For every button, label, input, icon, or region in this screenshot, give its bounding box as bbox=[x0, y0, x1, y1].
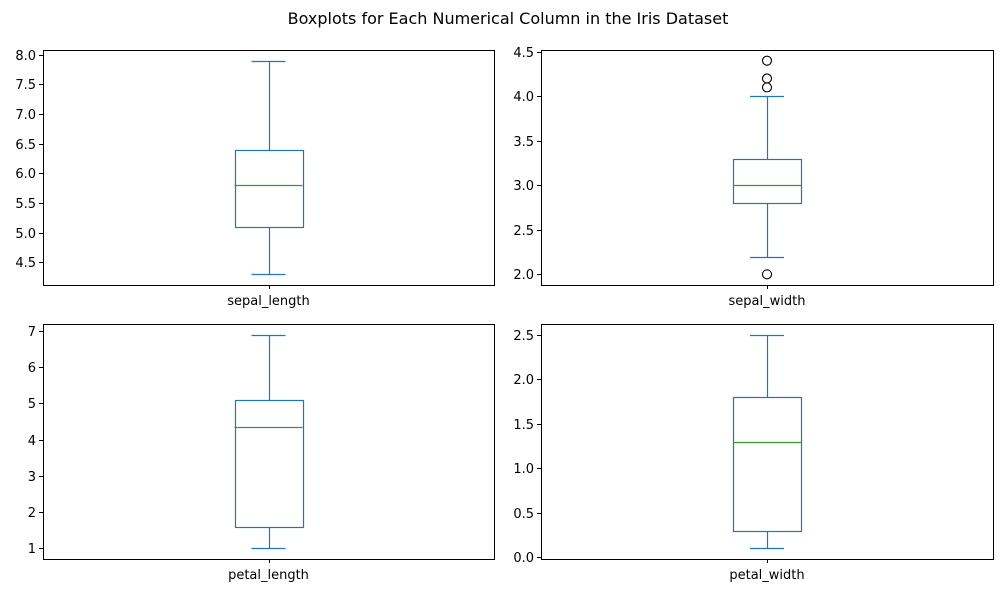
y-tick-label: 0.0 bbox=[513, 551, 534, 566]
y-tick-label: 2 bbox=[28, 506, 36, 521]
iqr-box bbox=[234, 149, 305, 229]
subplot-petal_width: 0.0 0.5 1.0 1.5 2.0 2.5 petal_width bbox=[513, 324, 994, 583]
y-tick-label: 7.0 bbox=[15, 108, 36, 123]
iqr-box bbox=[234, 399, 305, 529]
y-tick-label: 4.0 bbox=[513, 90, 534, 105]
y-tick-label: 3 bbox=[28, 470, 36, 485]
subplot-petal_length: 1 2 3 4 5 6 7 petal_length bbox=[28, 324, 495, 583]
outlier-point bbox=[761, 82, 773, 93]
figure-title: Boxplots for Each Numerical Column in th… bbox=[288, 9, 729, 28]
y-tick-label: 8.0 bbox=[15, 49, 36, 64]
y-tick-label: 3.0 bbox=[513, 179, 534, 194]
subplot-grid: 4.55.05.56.06.57.07.58.0sepal_length2.02… bbox=[15, 46, 994, 583]
x-tick-label: petal_width bbox=[729, 568, 804, 583]
subplot-sepal_width: 2.0 2.5 3.0 3.5 4.0 4.5 sepal_width bbox=[513, 46, 994, 309]
x-tick-label: sepal_length bbox=[227, 294, 310, 309]
y-tick-label: 6.0 bbox=[15, 167, 36, 182]
x-tick-label: sepal_width bbox=[729, 294, 806, 309]
y-tick-label: 4.5 bbox=[513, 46, 534, 61]
outlier-point bbox=[761, 73, 773, 84]
y-tick-label: 2.0 bbox=[513, 268, 534, 283]
iqr-box bbox=[732, 396, 803, 533]
subplot-sepal_length: 4.5 5.0 5.5 6.0 6.5 7.0 7.5 8.0 sepal_length bbox=[15, 49, 495, 309]
y-tick-label: 4.5 bbox=[15, 256, 36, 271]
y-tick-label: 1.5 bbox=[513, 418, 534, 433]
y-tick-label: 1.0 bbox=[513, 462, 534, 477]
y-tick-label: 5 bbox=[28, 397, 36, 412]
outlier-point bbox=[761, 55, 773, 66]
y-tick-label: 5.5 bbox=[15, 197, 36, 212]
y-tick-label: 6 bbox=[28, 361, 36, 376]
y-tick-label: 2.5 bbox=[513, 329, 534, 344]
y-tick-label: 4 bbox=[28, 434, 36, 449]
iqr-box bbox=[732, 158, 803, 205]
y-tick-label: 1 bbox=[28, 542, 36, 557]
y-tick-label: 5.0 bbox=[15, 227, 36, 242]
y-tick-label: 3.5 bbox=[513, 135, 534, 150]
y-tick-label: 7.5 bbox=[15, 78, 36, 93]
y-tick-label: 2.5 bbox=[513, 224, 534, 239]
y-tick-label: 6.5 bbox=[15, 138, 36, 153]
x-tick-label: petal_length bbox=[228, 568, 309, 583]
y-tick-label: 0.5 bbox=[513, 507, 534, 522]
y-tick-label: 2.0 bbox=[513, 373, 534, 388]
y-tick-label: 7 bbox=[28, 325, 36, 340]
outlier-point bbox=[761, 269, 773, 280]
